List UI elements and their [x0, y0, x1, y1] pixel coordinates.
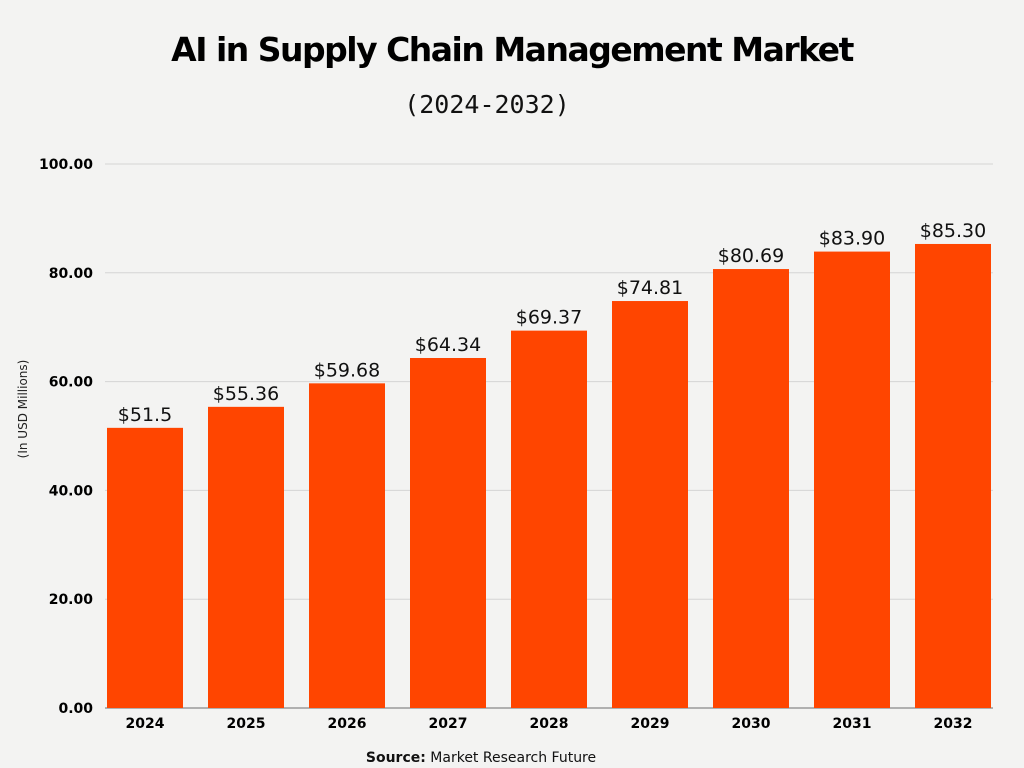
source-label: Source:: [365, 750, 426, 766]
y-tick-label: 20.00: [49, 592, 94, 608]
x-tick-label: 2029: [631, 716, 670, 732]
data-label: $83.90: [819, 228, 885, 250]
bar-2026: [309, 383, 385, 708]
x-tick-label: 2028: [530, 716, 569, 732]
x-tick-label: 2030: [732, 716, 771, 732]
bar-2032: [915, 243, 991, 708]
x-tick-label: 2025: [227, 716, 266, 732]
bar-2029: [612, 301, 688, 708]
y-tick-label: 40.00: [49, 483, 94, 499]
y-tick-label: 0.00: [58, 701, 93, 717]
data-label: $85.30: [920, 220, 986, 242]
data-label: $80.69: [718, 245, 784, 267]
x-tick-label: 2024: [126, 716, 165, 732]
x-tick-label: 2032: [934, 716, 973, 732]
y-tick-label: 60.00: [49, 375, 94, 391]
source-note: Source: Market Research Future: [0, 750, 962, 766]
y-tick-label: 100.00: [39, 157, 93, 173]
data-label: $51.5: [118, 404, 172, 426]
source-text: Market Research Future: [430, 750, 597, 766]
y-axis-label: (In USD Millions): [16, 360, 30, 459]
data-label: $74.81: [617, 277, 683, 299]
bar-2028: [511, 330, 587, 708]
bar-2025: [208, 406, 284, 708]
x-tick-label: 2027: [429, 716, 468, 732]
bar-2030: [713, 269, 789, 708]
data-label: $55.36: [213, 383, 279, 405]
chart-title: AI in Supply Chain Management Market: [171, 30, 854, 69]
data-label: $69.37: [516, 307, 582, 329]
x-tick-label: 2026: [328, 716, 367, 732]
bar-2027: [410, 357, 486, 708]
bar-2024: [107, 427, 183, 708]
data-label: $59.68: [314, 359, 380, 381]
bar-2031: [814, 251, 890, 709]
data-label: $64.34: [415, 334, 481, 356]
chart-subtitle: (2024-2032): [404, 90, 570, 119]
x-tick-label: 2031: [833, 716, 872, 732]
y-tick-label: 80.00: [49, 266, 94, 282]
